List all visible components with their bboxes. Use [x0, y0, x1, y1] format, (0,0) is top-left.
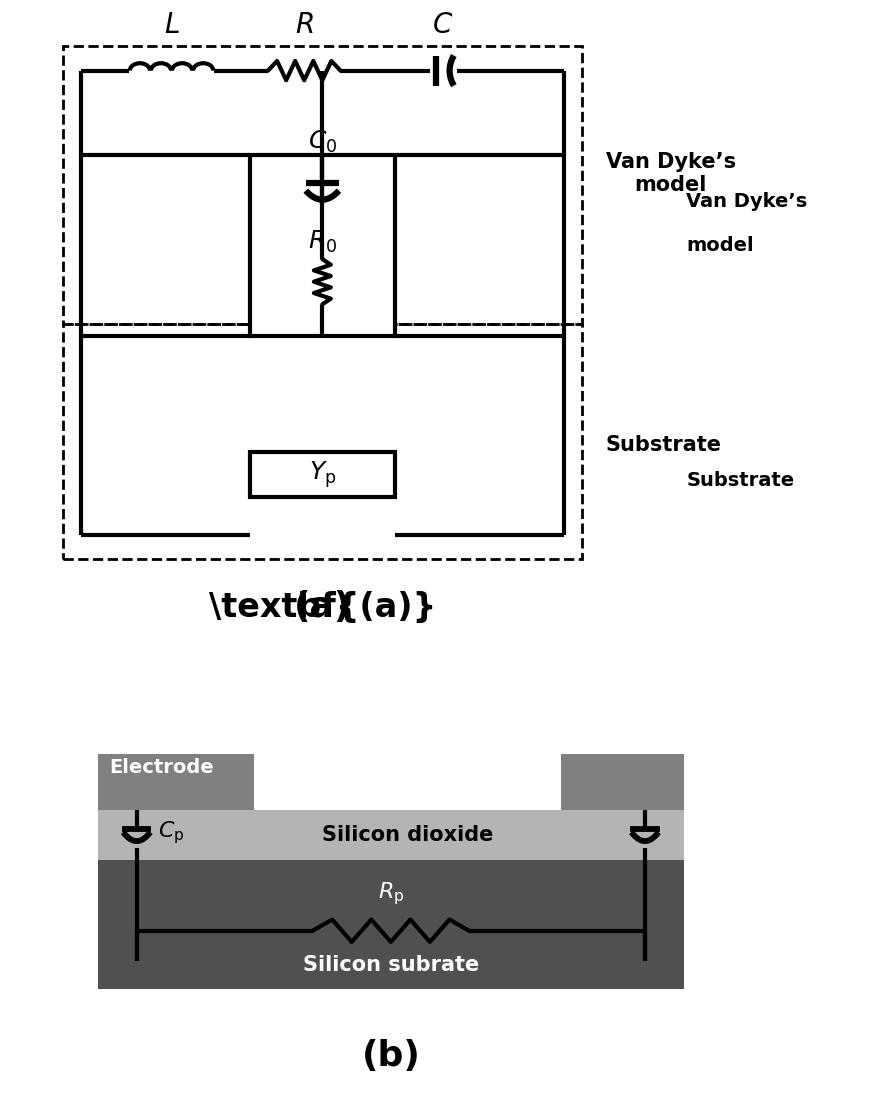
Text: Van Dyke’s: Van Dyke’s — [686, 191, 808, 211]
FancyBboxPatch shape — [250, 452, 395, 497]
Bar — [561, 754, 684, 810]
Text: model: model — [686, 236, 754, 256]
Text: (b): (b) — [362, 1039, 421, 1072]
Text: (a): (a) — [294, 591, 351, 624]
Text: \textbf{(a)}: \textbf{(a)} — [209, 591, 436, 624]
Text: Substrate: Substrate — [605, 435, 722, 455]
Text: $R_\mathrm{p}$: $R_\mathrm{p}$ — [378, 880, 404, 907]
Text: Silicon subrate: Silicon subrate — [303, 955, 479, 974]
Text: $Y_\mathrm{p}$: $Y_\mathrm{p}$ — [309, 459, 336, 490]
Text: $\mathit{R}$: $\mathit{R}$ — [295, 11, 313, 39]
Text: Silicon dioxide: Silicon dioxide — [322, 825, 494, 844]
Text: $\mathit{C}_0$: $\mathit{C}_0$ — [308, 128, 337, 155]
Text: Substrate: Substrate — [686, 470, 795, 490]
Text: $C_\mathrm{p}$: $C_\mathrm{p}$ — [158, 819, 185, 846]
Text: $\mathit{C}$: $\mathit{C}$ — [432, 11, 453, 39]
Bar — [98, 810, 684, 860]
Text: Electrode: Electrode — [109, 758, 214, 777]
FancyBboxPatch shape — [250, 155, 395, 336]
Text: $\mathit{L}$: $\mathit{L}$ — [164, 11, 180, 39]
Bar — [98, 860, 684, 989]
Bar — [98, 754, 254, 810]
Text: $\mathit{R}_0$: $\mathit{R}_0$ — [308, 228, 337, 255]
Text: Van Dyke’s
model: Van Dyke’s model — [605, 152, 736, 194]
